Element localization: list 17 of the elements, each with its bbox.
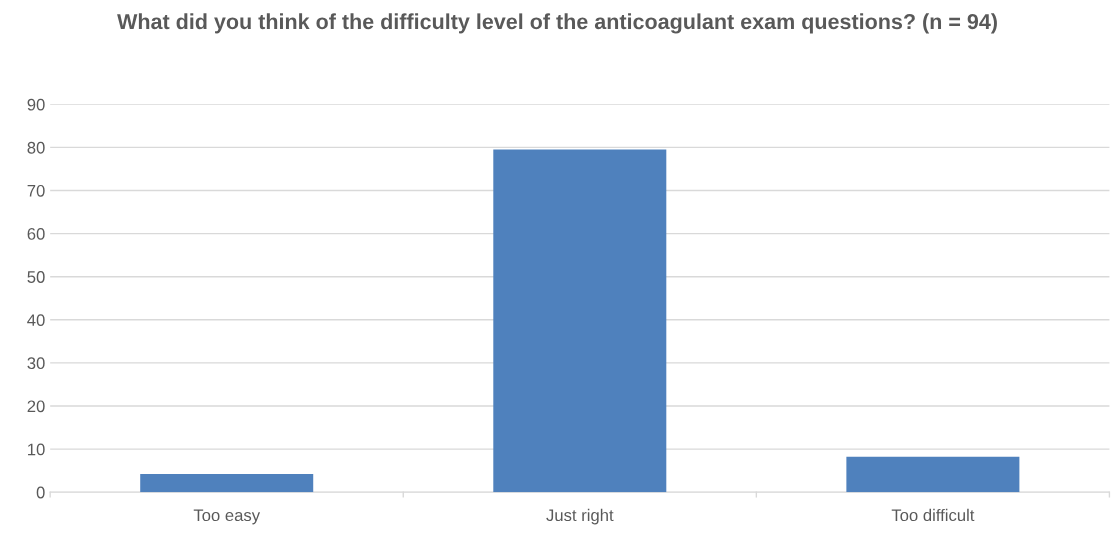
y-tick-label: 0 (36, 486, 45, 499)
y-tick-label: 90 (27, 98, 45, 111)
chart-title: What did you think of the difficulty level of the anticoagulant exam questions? (n = 94) (117, 13, 997, 34)
y-tick-label: 10 (28, 443, 45, 456)
y-tick-label: 40 (27, 314, 45, 327)
bar (846, 456, 1020, 493)
x-tick-label: Too difficult (891, 508, 975, 522)
bar (140, 474, 314, 493)
x-tick-label: Too easy (193, 509, 261, 525)
y-tick-label: 70 (27, 184, 45, 197)
y-tick-label: 60 (27, 228, 45, 240)
y-tick-label: 80 (27, 141, 45, 154)
y-tick-label: 20 (27, 400, 45, 413)
y-tick-label: 50 (27, 271, 45, 283)
y-tick-label: 30 (27, 357, 45, 370)
bar (493, 149, 667, 493)
x-tick-label: Just right (546, 508, 614, 525)
